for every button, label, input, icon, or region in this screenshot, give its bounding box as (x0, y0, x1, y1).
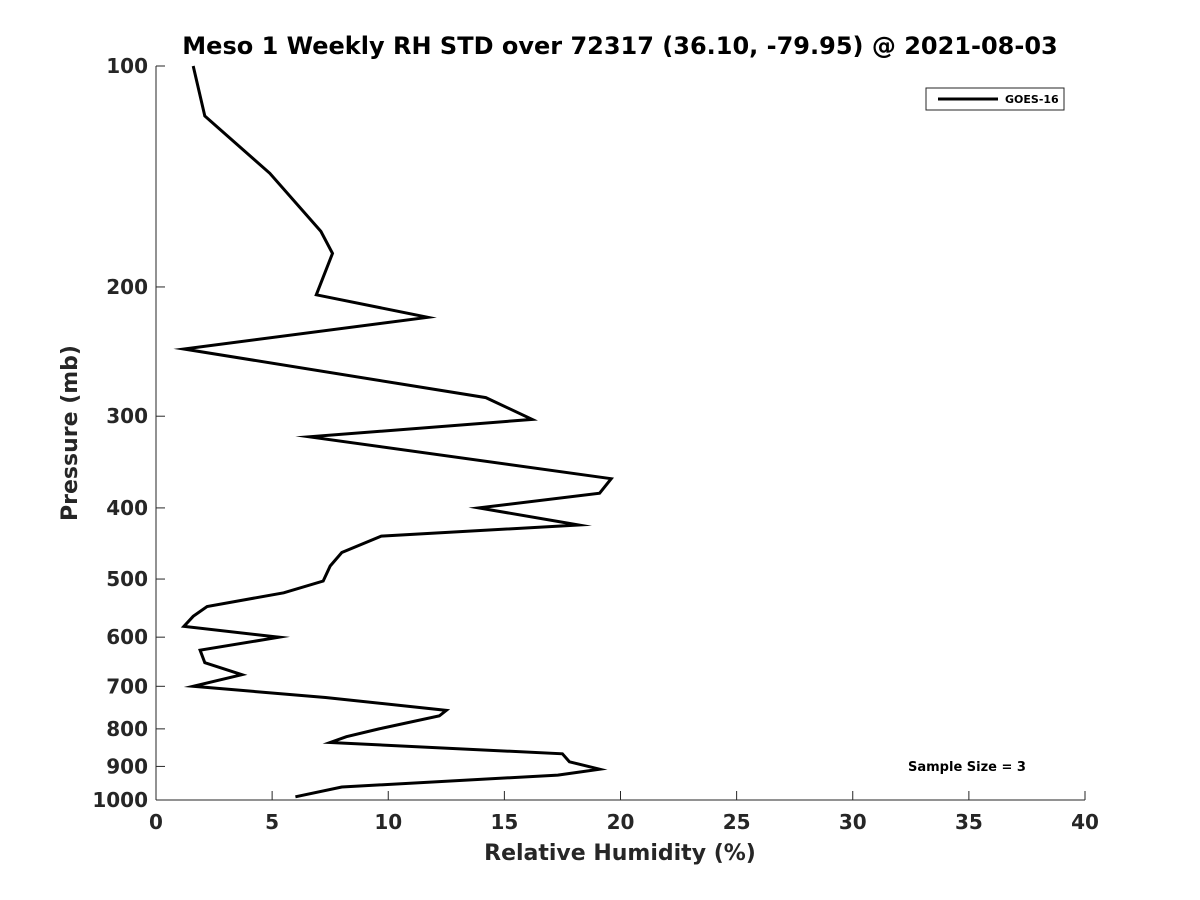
y-tick-label: 800 (106, 717, 148, 741)
chart-title: Meso 1 Weekly RH STD over 72317 (36.10, … (182, 32, 1057, 60)
y-tick-label: 400 (106, 496, 148, 520)
legend-label-goes-16: GOES-16 (1005, 93, 1059, 106)
y-tick-label: 600 (106, 625, 148, 649)
y-axis-label: Pressure (mb) (58, 345, 83, 521)
x-tick-label: 20 (607, 810, 635, 834)
x-tick-label: 40 (1071, 810, 1099, 834)
x-axis-label: Relative Humidity (%) (484, 841, 756, 866)
sample-size-annotation: Sample Size = 3 (908, 760, 1026, 775)
plot-area: 0 5 10 15 20 25 30 35 40 100 200 300 400 500 600 700 80… (92, 54, 1099, 834)
legend: GOES-16 (925, 87, 1065, 111)
x-tick-label: 5 (265, 810, 279, 834)
y-tick-label: 200 (106, 275, 148, 299)
series-line-goes-16 (173, 65, 615, 799)
y-tick-label: 900 (106, 754, 148, 778)
x-tick-label: 10 (374, 810, 402, 834)
y-tick-label: 100 (106, 54, 148, 78)
y-ticks: 100 200 300 400 500 600 700 800 900 1000 (92, 54, 165, 812)
x-tick-label: 15 (490, 810, 518, 834)
x-ticks: 0 5 10 15 20 25 30 35 40 (149, 791, 1099, 834)
series-layer (173, 65, 615, 799)
y-tick-label: 500 (106, 567, 148, 591)
y-tick-label: 300 (106, 404, 148, 428)
x-tick-label: 0 (149, 810, 163, 834)
x-tick-label: 35 (955, 810, 983, 834)
y-tick-label: 700 (106, 674, 148, 698)
x-tick-label: 25 (723, 810, 751, 834)
y-tick-label: 1000 (92, 788, 148, 812)
x-tick-label: 30 (839, 810, 867, 834)
